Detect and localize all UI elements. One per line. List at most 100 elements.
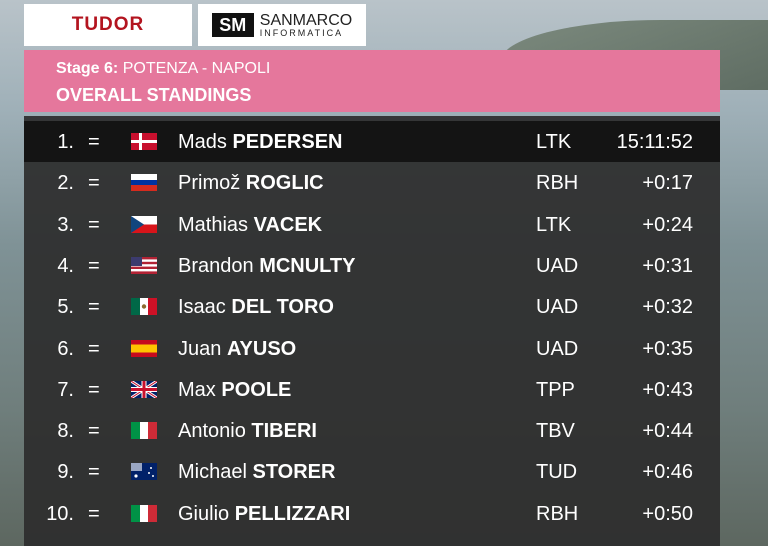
team: UAD (536, 296, 579, 319)
flag (131, 215, 157, 233)
team: LTK (536, 213, 572, 236)
position-change: = (88, 296, 100, 319)
flag (131, 504, 157, 522)
standing-row: 2. = Primož ROGLIC RBH +0:17 (24, 162, 720, 203)
route: POTENZA - NAPOLI (122, 60, 271, 77)
rank: 8. (57, 420, 74, 443)
flag (131, 133, 157, 150)
team: RBH (536, 502, 579, 525)
standing-row: 8. = Antonio TIBERI TBV +0:44 (24, 410, 720, 451)
surname: STORER (252, 461, 336, 484)
surname: MCNULTY (259, 254, 356, 277)
rider-name: Mads PEDERSEN (178, 131, 343, 154)
rider-name: Michael STORER (178, 461, 335, 484)
position-change: = (88, 131, 100, 153)
rank: 6. (57, 337, 74, 360)
sponsor-name: TUDOR (71, 14, 145, 35)
rider-name: Juan AYUSO (178, 338, 296, 361)
rider-name: Mathias VACEK (178, 214, 322, 237)
rank: 10. (46, 502, 74, 525)
header: Stage 6: POTENZA - NAPOLI OVERALL STANDI… (24, 50, 720, 112)
time: +0:31 (642, 254, 693, 277)
stage: Stage 6: (56, 60, 119, 77)
position-change: = (88, 461, 100, 484)
flag (131, 298, 157, 316)
rank: 4. (57, 254, 74, 277)
sponsor-sanmarco: SM SANMARCO INFORMATICA (198, 4, 366, 46)
team: TPP (536, 378, 575, 401)
rank: 5. (57, 296, 74, 319)
team: RBH (536, 172, 579, 195)
flag (131, 422, 157, 440)
first-name: Juan (178, 337, 222, 360)
flag (131, 174, 157, 192)
time: +0:46 (642, 461, 693, 484)
time: 15:11:52 (616, 131, 693, 153)
time: +0:24 (642, 213, 693, 236)
rank: 9. (57, 461, 74, 484)
standing-row: 3. = Mathias VACEK LTK +0:24 (24, 204, 720, 245)
team: TUD (536, 461, 578, 484)
rider-name: Isaac DEL TORO (178, 296, 334, 319)
first-name: Michael (178, 461, 247, 484)
position-change: = (88, 213, 100, 236)
surname: VACEK (253, 213, 323, 236)
team: LTK (536, 131, 572, 153)
standing-row: 7. = Max POOLE TPP +0:43 (24, 369, 720, 410)
sponsor-logo: SM (211, 13, 254, 37)
first-name: Isaac (178, 296, 226, 319)
rider-name: Primož ROGLIC (178, 172, 324, 195)
team: UAD (536, 337, 579, 360)
surname: AYUSO (226, 337, 297, 360)
time: +0:17 (642, 172, 693, 195)
team: UAD (536, 254, 579, 277)
flag (131, 256, 157, 274)
standing-row: 10. = Giulio PELLIZZARI RBH +0:50 (24, 493, 720, 534)
title: OVERALL STANDINGS (56, 85, 252, 105)
time: +0:44 (642, 420, 693, 443)
surname: PEDERSEN (232, 131, 343, 153)
surname: TIBERI (251, 420, 317, 443)
position-change: = (88, 420, 100, 443)
flag (131, 339, 157, 357)
standing-row: 1. = Mads PEDERSEN LTK 15:11:52 (24, 121, 720, 162)
first-name: Antonio (178, 420, 246, 443)
sponsor-name: SANMARCO (259, 11, 353, 29)
standing-row: 4. = Brandon MCNULTY UAD +0:31 (24, 245, 720, 286)
first-name: Mads (178, 131, 227, 153)
first-name: Max (178, 378, 216, 401)
position-change: = (88, 502, 100, 525)
rank: 3. (57, 213, 74, 236)
surname: DEL TORO (231, 296, 334, 319)
rank: 7. (57, 378, 74, 401)
standing-row: 6. = Juan AYUSO UAD +0:35 (24, 328, 720, 369)
flag (131, 380, 157, 398)
time: +0:43 (642, 378, 693, 401)
rider-name: Brandon MCNULTY (178, 255, 355, 278)
position-change: = (88, 337, 100, 360)
rank: 2. (57, 172, 74, 195)
position-change: = (88, 378, 100, 401)
position-change: = (88, 172, 100, 195)
rank: 1. (57, 131, 74, 153)
first-name: Brandon (178, 254, 254, 277)
surname: POOLE (221, 378, 292, 401)
rider-name: Giulio PELLIZZARI (178, 503, 350, 526)
time: +0:50 (642, 502, 693, 525)
time: +0:32 (642, 296, 693, 319)
standing-row: 5. = Isaac DEL TORO UAD +0:32 (24, 286, 720, 327)
sponsor-tudor: TUDOR (24, 4, 192, 46)
team: TBV (536, 420, 575, 443)
first-name: Primož (178, 172, 241, 195)
standing-row: 9. = Michael STORER TUD +0:46 (24, 451, 720, 492)
first-name: Mathias (178, 213, 249, 236)
flag (131, 463, 157, 481)
surname: ROGLIC (245, 172, 324, 195)
rider-name: Antonio TIBERI (178, 420, 317, 443)
rider-name: Max POOLE (178, 379, 291, 402)
first-name: Giulio (178, 502, 230, 525)
sponsor-sub: INFORMATICA (259, 27, 344, 38)
time: +0:35 (642, 337, 693, 360)
surname: PELLIZZARI (234, 502, 351, 525)
